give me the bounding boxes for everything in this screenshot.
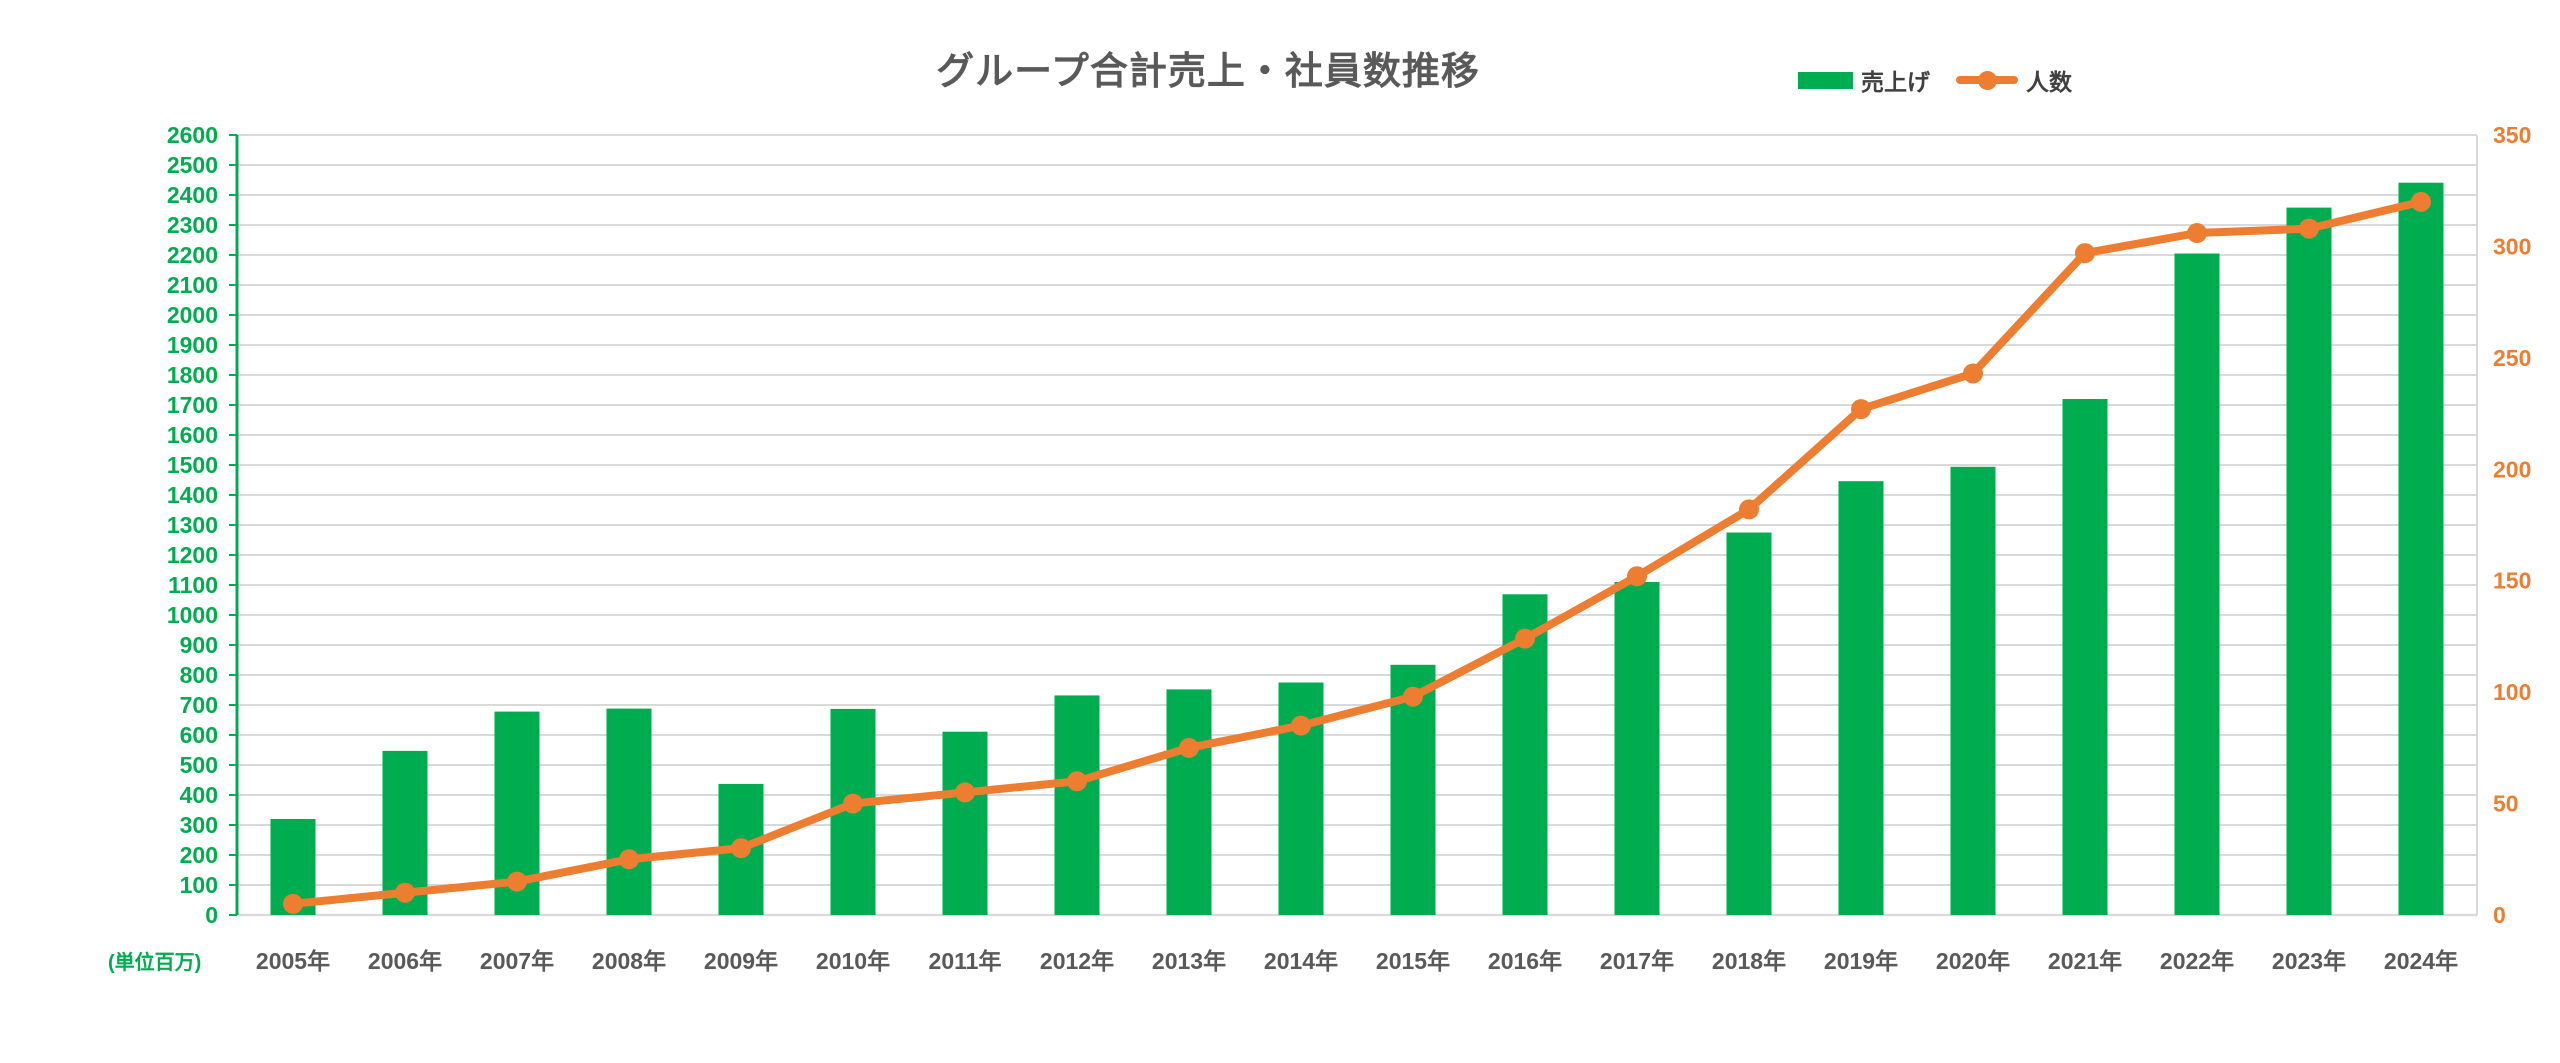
category-label-2007年: 2007年 bbox=[480, 948, 554, 974]
left-axis-label-900: 900 bbox=[180, 632, 218, 658]
legend-label-sales: 売上げ bbox=[1861, 69, 1930, 95]
category-label-2005年: 2005年 bbox=[256, 948, 330, 974]
left-axis-label-1200: 1200 bbox=[167, 542, 218, 568]
category-label-2008年: 2008年 bbox=[592, 948, 666, 974]
marker-2011年 bbox=[955, 782, 975, 803]
left-axis-label-400: 400 bbox=[180, 782, 218, 808]
marker-2015年 bbox=[1403, 686, 1423, 707]
marker-2018年 bbox=[1739, 499, 1759, 520]
right-axis-label-300: 300 bbox=[2493, 233, 2531, 259]
right-axis-label-200: 200 bbox=[2493, 456, 2531, 482]
marker-2019年 bbox=[1851, 399, 1871, 420]
legend-item-sales: 売上げ bbox=[1798, 63, 1930, 97]
left-axis-label-2300: 2300 bbox=[167, 212, 218, 238]
bar-2013年 bbox=[1166, 689, 1212, 915]
category-label-2018年: 2018年 bbox=[1712, 948, 1786, 974]
left-axis-label-200: 200 bbox=[180, 842, 218, 868]
category-label-2020年: 2020年 bbox=[1936, 948, 2010, 974]
right-axis-label-0: 0 bbox=[2493, 902, 2506, 928]
left-axis-label-1500: 1500 bbox=[167, 452, 218, 478]
left-axis-label-600: 600 bbox=[180, 722, 218, 748]
left-axis-label-2000: 2000 bbox=[167, 302, 218, 328]
category-label-2016年: 2016年 bbox=[1488, 948, 1562, 974]
marker-2009年 bbox=[731, 838, 751, 859]
category-label-2019年: 2019年 bbox=[1824, 948, 1898, 974]
right-axis-label-100: 100 bbox=[2493, 679, 2531, 705]
left-axis-label-2200: 2200 bbox=[167, 242, 218, 268]
left-axis-label-2400: 2400 bbox=[167, 182, 218, 208]
bar-2020年 bbox=[1950, 466, 1996, 915]
left-axis-label-2100: 2100 bbox=[167, 272, 218, 298]
marker-2007年 bbox=[507, 871, 527, 892]
marker-2006年 bbox=[395, 882, 415, 903]
marker-2013年 bbox=[1179, 737, 1199, 758]
right-axis-label-350: 350 bbox=[2493, 122, 2531, 148]
left-axis-label-2500: 2500 bbox=[167, 152, 218, 178]
marker-2014年 bbox=[1291, 715, 1311, 736]
marker-2016年 bbox=[1515, 628, 1535, 649]
category-label-2010年: 2010年 bbox=[816, 948, 890, 974]
headcount-swatch-icon bbox=[1956, 70, 2018, 90]
category-label-2024年: 2024年 bbox=[2384, 948, 2458, 974]
left-axis-label-1000: 1000 bbox=[167, 602, 218, 628]
bar-2011年 bbox=[942, 731, 988, 915]
left-axis-label-800: 800 bbox=[180, 662, 218, 688]
marker-2008年 bbox=[619, 849, 639, 870]
category-label-2022年: 2022年 bbox=[2160, 948, 2234, 974]
category-label-2023年: 2023年 bbox=[2272, 948, 2346, 974]
bar-2023年 bbox=[2286, 207, 2332, 916]
bar-2022年 bbox=[2174, 253, 2220, 915]
marker-2010年 bbox=[843, 793, 863, 814]
bar-2017年 bbox=[1614, 582, 1660, 915]
category-label-2017年: 2017年 bbox=[1600, 948, 1674, 974]
marker-2017年 bbox=[1627, 566, 1647, 587]
bar-2019年 bbox=[1838, 481, 1884, 915]
category-label-2009年: 2009年 bbox=[704, 948, 778, 974]
bar-2012年 bbox=[1054, 695, 1100, 915]
left-axis-label-1900: 1900 bbox=[167, 332, 218, 358]
bar-2021年 bbox=[2062, 399, 2108, 915]
marker-2024年 bbox=[2411, 191, 2431, 212]
category-label-2011年: 2011年 bbox=[929, 948, 1002, 974]
chart-legend: 売上げ 人数 bbox=[1798, 63, 2072, 97]
legend-label-headcount: 人数 bbox=[2026, 69, 2072, 95]
left-axis-label-1400: 1400 bbox=[167, 482, 218, 508]
legend-item-headcount: 人数 bbox=[1956, 63, 2072, 97]
category-label-2013年: 2013年 bbox=[1152, 948, 1226, 974]
left-axis-label-1300: 1300 bbox=[167, 512, 218, 538]
right-axis-label-150: 150 bbox=[2493, 568, 2531, 594]
unit-label: (単位百万) bbox=[108, 952, 202, 974]
category-label-2015年: 2015年 bbox=[1376, 948, 1450, 974]
headcount-line bbox=[289, 197, 2425, 908]
left-axis-label-100: 100 bbox=[180, 872, 218, 898]
marker-2012年 bbox=[1067, 771, 1087, 792]
left-axis-label-1600: 1600 bbox=[167, 422, 218, 448]
left-axis-label-700: 700 bbox=[180, 692, 218, 718]
category-label-2012年: 2012年 bbox=[1040, 948, 1114, 974]
left-axis-label-2600: 2600 bbox=[167, 122, 218, 148]
left-axis-label-1800: 1800 bbox=[167, 362, 218, 388]
category-label-2006年: 2006年 bbox=[368, 948, 442, 974]
left-axis-label-1100: 1100 bbox=[168, 572, 218, 598]
left-axis-label-500: 500 bbox=[180, 752, 218, 778]
bar-2018年 bbox=[1726, 532, 1772, 915]
marker-2005年 bbox=[283, 893, 303, 914]
bar-2024年 bbox=[2398, 182, 2444, 915]
marker-2020年 bbox=[1963, 363, 1983, 384]
marker-2021年 bbox=[2075, 243, 2095, 264]
right-axis-label-50: 50 bbox=[2493, 791, 2519, 817]
bar-2008年 bbox=[606, 708, 652, 915]
chart-title: グループ合計売上・社員数推移 bbox=[936, 51, 1480, 93]
marker-2023年 bbox=[2299, 218, 2319, 239]
left-axis-label-1700: 1700 bbox=[167, 392, 218, 418]
category-label-2014年: 2014年 bbox=[1264, 948, 1338, 974]
right-axis-label-250: 250 bbox=[2493, 345, 2531, 371]
category-label-2021年: 2021年 bbox=[2048, 948, 2122, 974]
sales-swatch-icon bbox=[1798, 71, 1853, 89]
left-axis-label-0: 0 bbox=[205, 902, 218, 928]
marker-2022年 bbox=[2187, 223, 2207, 244]
left-axis-label-300: 300 bbox=[180, 812, 218, 838]
